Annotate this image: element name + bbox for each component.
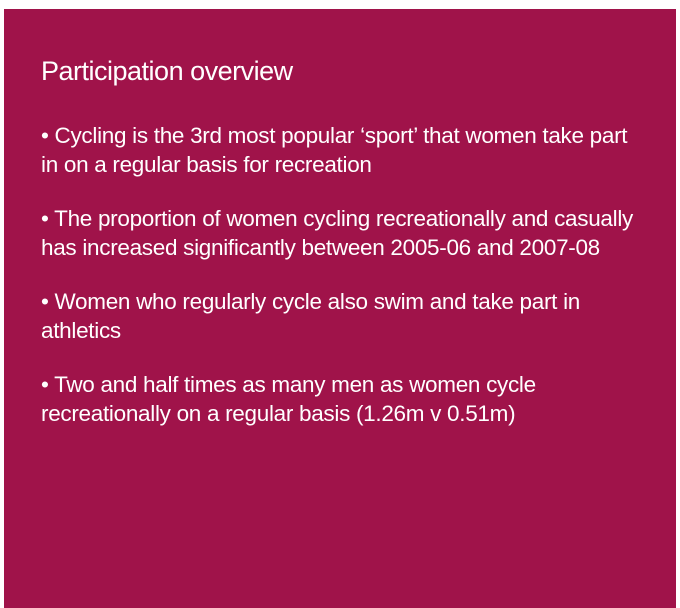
bullet: • Two and half times as many men as wome… — [41, 372, 536, 426]
bullet: • Women who regularly cycle also swim an… — [41, 289, 580, 343]
bullet: • The proportion of women cycling recrea… — [41, 206, 633, 260]
title: Participation overview — [41, 56, 293, 86]
bullet: • Cycling is the 3rd most popular ‘sport… — [41, 123, 628, 177]
panel: Participation overview • Cycling is the … — [4, 9, 676, 608]
